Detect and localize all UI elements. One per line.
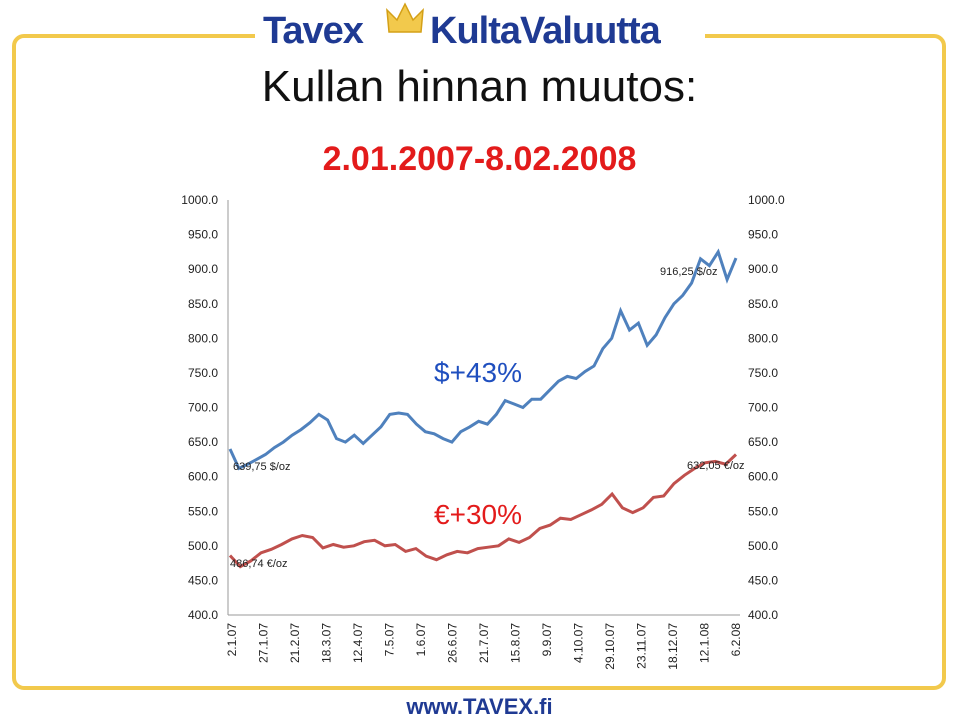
x-tick-label: 7.5.07 [383,623,397,657]
logo-right-text: KultaValuutta [430,10,661,52]
y-tick-label-right: 1000.0 [748,193,785,207]
y-tick-label-right: 850.0 [748,297,778,311]
y-tick-label-left: 750.0 [188,366,218,380]
y-tick-label-left: 650.0 [188,435,218,449]
y-tick-label-left: 600.0 [188,470,218,484]
y-tick-label-right: 500.0 [748,539,778,553]
usd-change-label: $+43% [434,357,522,388]
y-tick-label-right: 450.0 [748,573,778,587]
y-tick-label-left: 500.0 [188,539,218,553]
logo-left-text: Tavex [263,10,364,52]
x-tick-label: 12.4.07 [351,623,365,663]
eur-price-line [228,453,738,569]
x-tick-label: 6.2.08 [729,623,743,657]
x-tick-label: 18.12.07 [666,623,680,670]
footer-url: www.TAVEX.fi [406,694,553,719]
y-tick-label-left: 700.0 [188,401,218,415]
y-tick-label-right: 750.0 [748,366,778,380]
y-tick-label-right: 550.0 [748,504,778,518]
x-tick-label: 1.6.07 [414,623,428,657]
tavex-logo: Tavex KultaValuutta [255,2,705,58]
x-tick-label: 21.7.07 [477,623,491,663]
x-tick-label: 12.1.08 [698,623,712,663]
y-tick-label-left: 850.0 [188,297,218,311]
x-tick-label: 15.8.07 [509,623,523,663]
usd-start-label: 639,75 $/oz [233,461,291,473]
x-tick-label: 9.9.07 [540,623,554,657]
x-tick-label: 26.6.07 [446,623,460,663]
y-tick-label-right: 950.0 [748,228,778,242]
usd-end-label: 916,25 $/oz [660,266,718,278]
y-tick-label-left: 450.0 [188,573,218,587]
y-tick-label-right: 700.0 [748,401,778,415]
slide-frame [12,34,946,690]
x-tick-label: 23.11.07 [635,623,649,669]
y-tick-label-left: 900.0 [188,262,218,276]
x-tick-label: 27.1.07 [257,623,271,663]
y-tick-label-right: 400.0 [748,608,778,622]
y-tick-label-left: 550.0 [188,504,218,518]
eur-end-label: 632,05 €/oz [687,460,745,472]
eur-start-label: 486,74 €/oz [230,558,288,570]
y-tick-label-right: 600.0 [748,470,778,484]
y-tick-label-right: 800.0 [748,331,778,345]
x-tick-label: 29.10.07 [603,623,617,670]
y-tick-label-left: 1000.0 [181,193,218,207]
crown-icon [386,2,424,33]
x-tick-label: 18.3.07 [320,623,334,663]
y-tick-label-right: 650.0 [748,435,778,449]
usd-price-line [228,248,738,471]
eur-change-label: €+30% [434,499,522,530]
x-tick-label: 21.2.07 [288,623,302,663]
x-tick-label: 2.1.07 [225,623,239,657]
y-tick-label-right: 900.0 [748,262,778,276]
y-tick-label-left: 400.0 [188,608,218,622]
page-title: Kullan hinnan muutos: [261,62,698,111]
date-range-subtitle: 2.01.2007-8.02.2008 [322,140,637,178]
y-tick-label-left: 800.0 [188,331,218,345]
x-tick-label: 4.10.07 [572,623,586,663]
y-tick-label-left: 950.0 [188,228,218,242]
